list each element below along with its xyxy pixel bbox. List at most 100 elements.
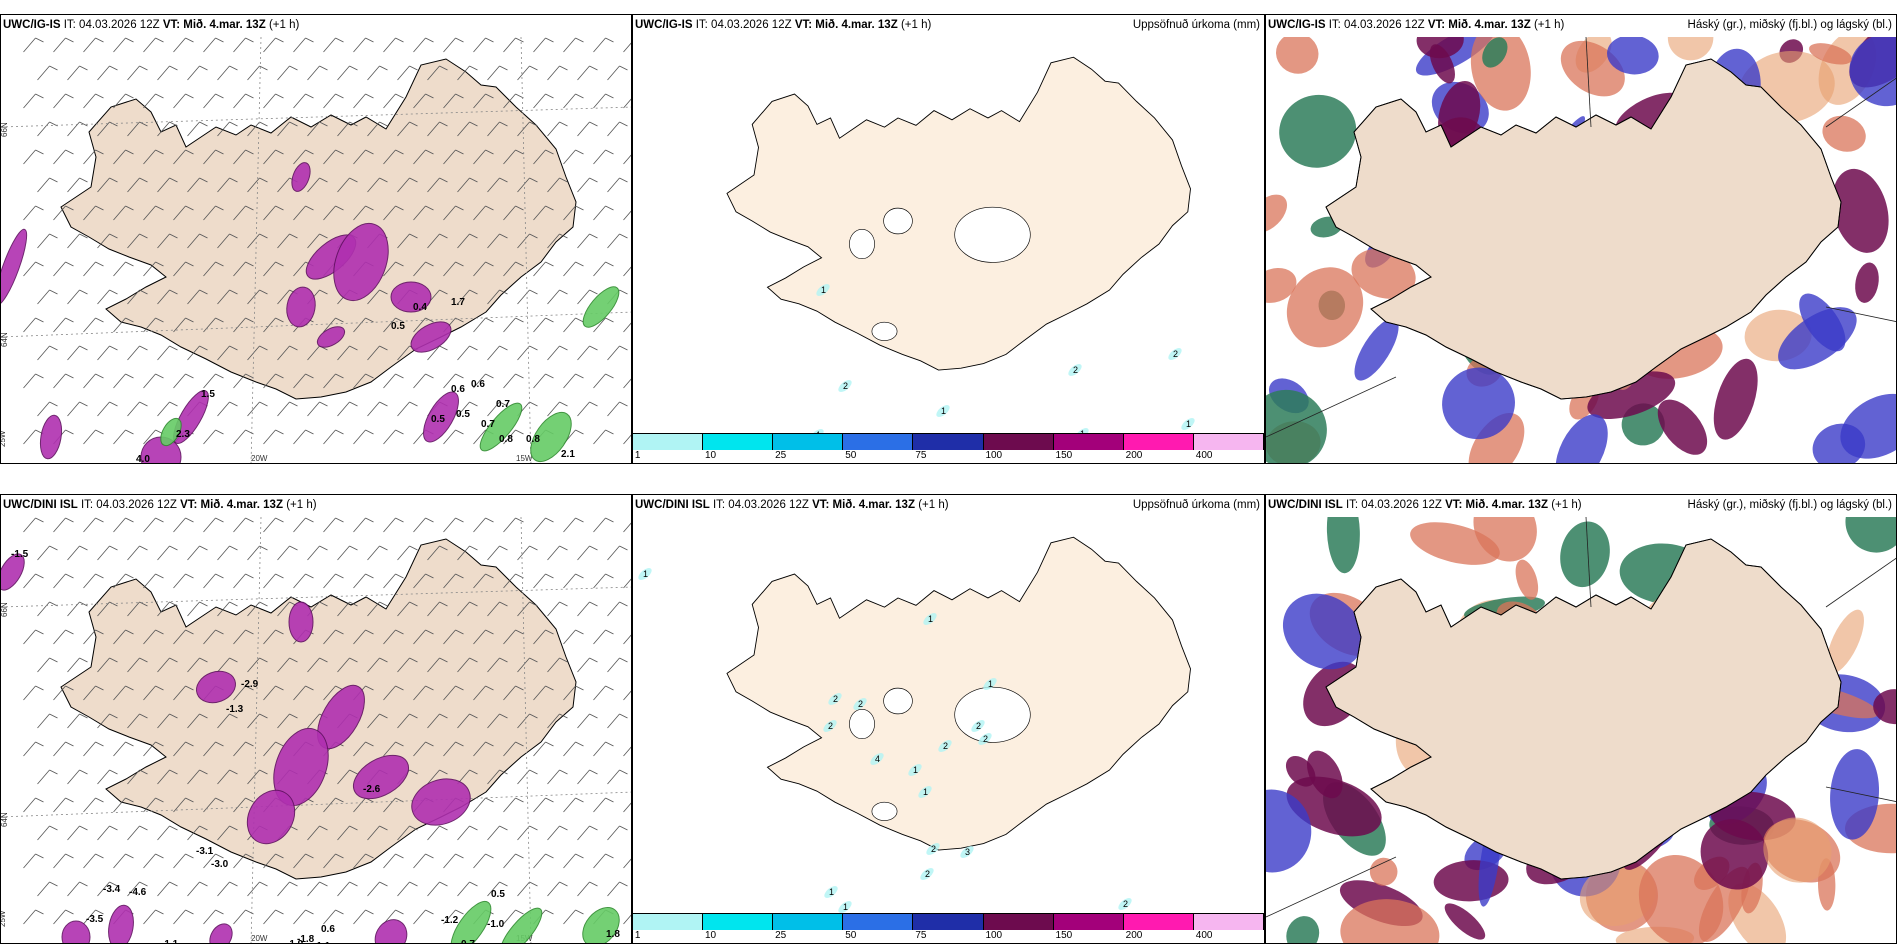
lon-label-25: 25W [1,430,7,447]
precip-amount-label: 2 [1173,349,1178,359]
colorbar-swatch [843,914,914,930]
wind-barbs [23,37,631,445]
value-label: -1.1 [313,941,331,944]
iceland-landmass [726,56,1191,371]
precip-amount-label: 3 [965,847,970,857]
colorbar-swatch [1193,434,1264,450]
precip-purple-areas [1,162,459,463]
value-label: 0.7 [481,419,495,430]
lat-lon-grid [1,37,631,463]
colorbar-tick-label: 200 [1125,450,1143,461]
colorbar-swatch [1123,434,1194,450]
colorbar-swatch [843,434,914,450]
value-label: -1.5 [11,549,29,560]
colorbar-tick-label: 100 [985,450,1003,461]
value-label: 1.5 [556,942,570,944]
panel-top-left: UWC/IG-IS IT: 04.03.2026 12Z VT: Mið. 4.… [0,14,632,464]
precip-amount-label: 1 [643,569,648,579]
panel-variable-title: Háský (gr.), miðský (fj.bl.) og lágský (… [1687,19,1892,31]
value-label: -4.6 [129,887,147,898]
precip-amount-label: 2 [976,721,981,731]
value-label: 0.6 [451,384,465,395]
precip-amount-label: 1 [1186,419,1191,429]
precip-amount-label: 2 [983,734,988,744]
lat-label-64: 64N [1,812,9,827]
hofsjokull-glacier [849,228,875,260]
vatnajokull-glacier [954,206,1031,263]
value-label: -3.4 [103,884,121,895]
precip-amount-label: 1 [913,765,918,775]
value-label: -3.1 [196,846,214,857]
colorbar-swatch [703,434,774,450]
value-label: 2.1 [561,449,575,460]
value-label: 1.8 [606,929,620,940]
precip-purple-areas [1,553,471,943]
value-label: 2.3 [176,429,190,440]
colorbar-swatch [983,914,1054,930]
lat-label-64: 64N [1,332,9,347]
precip-amount-label: 2 [931,844,936,854]
panel-variable-title: Uppsöfnuð úrkoma (mm) [1132,19,1260,31]
cloud-cover-map [1266,517,1896,943]
myrdalsjokull-glacier [871,321,898,341]
coastline [1325,58,1842,400]
colorbar-tick-label: 10 [705,450,717,461]
colorbar-tick-label: 200 [1125,930,1143,941]
colorbar-swatch [1193,914,1264,930]
panel-title: UWC/IG-IS IT: 04.03.2026 12Z VT: Mið. 4.… [1268,19,1565,31]
lon-label-20: 20W [251,934,268,943]
coastline [1325,538,1842,880]
colorbar-swatch [1053,434,1124,450]
value-label: 0.6 [321,924,335,935]
colorbar-swatch [773,434,844,450]
colorbar-tick-label: 25 [775,450,787,461]
colorbar-tick-label: 25 [775,930,787,941]
precip-amount-label: 2 [1123,899,1128,909]
precip-amount-label: 2 [925,869,930,879]
precip-amount-label: 2 [943,741,948,751]
value-label: -1.9 [286,939,304,944]
value-label: 0.6 [471,379,485,390]
panel-title: UWC/IG-IS IT: 04.03.2026 12Z VT: Mið. 4.… [3,19,300,31]
panel-title: UWC/DINI ISL IT: 04.03.2026 12Z VT: Mið.… [635,499,949,511]
wind-precip-map: 66N64N25W20W15W-1.5-2.9-1.3-2.6-3.1-3.0-… [1,517,631,944]
precip-amount-label: 2 [843,381,848,391]
value-label: 0.5 [431,414,445,425]
colorbar-tick-label: 50 [845,450,857,461]
precip-amount-label: 1 [843,902,848,912]
colorbar-tick-label: 400 [1195,930,1213,941]
cloud-cover-map [1266,37,1896,463]
iceland-landmass [60,58,577,400]
colorbar-tick-label: 75 [915,450,927,461]
value-label: -1.2 [441,915,459,926]
precip-amount-label: 2 [1073,365,1078,375]
precip-value-labels: -1.5 -2.9 -1.3 -2.6 -3.1 -3.0 -3.4 -4.6 -3.5 -1.1… [11,549,620,944]
lat-label-66: 66N [1,122,9,137]
precip-amount-label: 2 [828,721,833,731]
colorbar-swatch [1053,914,1124,930]
panel-bot-mid: UWC/DINI ISL IT: 04.03.2026 12Z VT: Mið.… [632,494,1265,944]
colorbar-tick-label: 75 [915,930,927,941]
precip-accum-map: 1112224222112321172 [638,536,1191,917]
colorbar-tick-label: 50 [845,930,857,941]
colorbar-tick-label: 400 [1195,450,1213,461]
value-label: -1.3 [226,704,244,715]
precip-value-labels: 0.6 0.5 0.7 0.4 0.5 0.8 0.7 0.6 0.5 0.8 1.5 2.3 4.0 2… [136,297,575,463]
value-label: -1.8 [297,934,315,944]
colorbar-swatch [703,914,774,930]
precip-amount-label: 1 [923,787,928,797]
lon-label-20: 20W [251,454,268,463]
colorbar-tick-label: 100 [985,930,1003,941]
panel-top-mid: UWC/IG-IS IT: 04.03.2026 12Z VT: Mið. 4.… [632,14,1265,464]
precip-amount-label: 1 [829,887,834,897]
value-label: 0.8 [526,434,540,445]
colorbar-swatch [1123,914,1194,930]
colorbar-swatch [983,434,1054,450]
hofsjokull-glacier [849,708,875,740]
lat-label-66: 66N [1,602,9,617]
panel-variable-title: Háský (gr.), miðský (fj.bl.) og lágský (… [1687,499,1892,511]
precip-amount-label: 2 [833,694,838,704]
colorbar-swatch [773,914,844,930]
precip-amount-label: 1 [928,614,933,624]
